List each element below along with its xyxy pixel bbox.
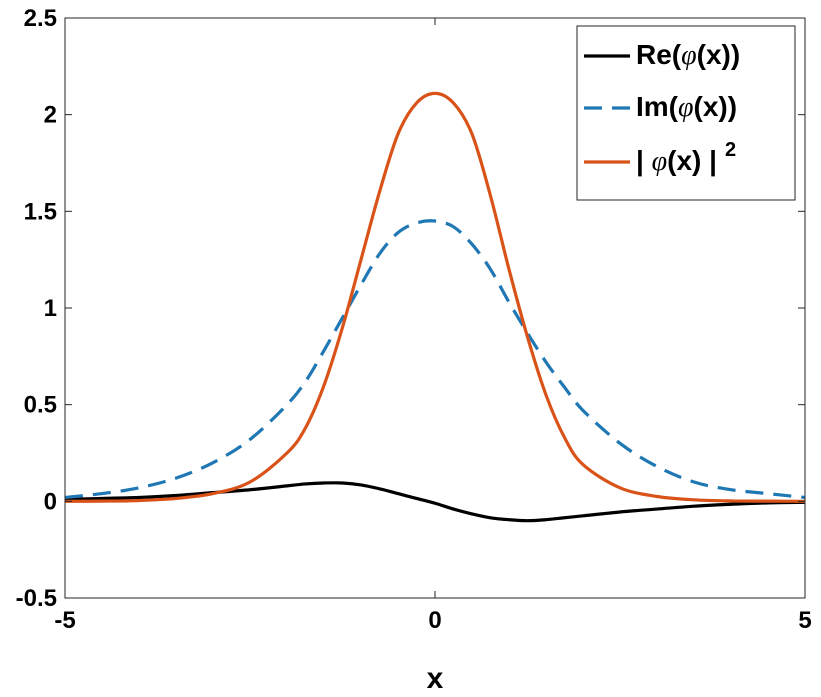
y-tick-label: 2.5 — [24, 5, 57, 32]
legend-label: Re(φ(x)) — [636, 39, 740, 71]
x-axis-label: x — [427, 662, 444, 695]
y-tick-label: 1.5 — [24, 198, 57, 225]
y-tick-label: 2 — [44, 102, 57, 129]
x-tick-label: 5 — [798, 607, 811, 634]
legend-entry-re: Re(φ(x)) — [584, 39, 740, 71]
series-layer — [64, 91, 806, 523]
x-tick-label: -5 — [54, 607, 75, 634]
series-abs2-line — [64, 91, 806, 503]
y-tick-label: -0.5 — [16, 585, 57, 612]
tick-layer: -5 0 5 -0.5 0 0.5 1 1.5 2 2.5 — [16, 5, 812, 634]
y-tick-label: 0 — [44, 488, 57, 515]
y-tick-label: 1 — [44, 295, 57, 322]
legend-entry-abs2: | φ(x) | 2 — [584, 139, 736, 177]
series-re-line — [64, 481, 806, 523]
x-tick-label: 0 — [428, 607, 441, 634]
legend-label: | φ(x) | 2 — [636, 139, 736, 177]
legend-label: Im(φ(x)) — [636, 91, 737, 123]
y-tick-label: 0.5 — [24, 392, 57, 419]
legend-entry-im: Im(φ(x)) — [584, 91, 737, 123]
legend: Re(φ(x)) Im(φ(x)) | φ(x) | 2 — [576, 25, 796, 201]
series-im-line — [64, 219, 806, 500]
